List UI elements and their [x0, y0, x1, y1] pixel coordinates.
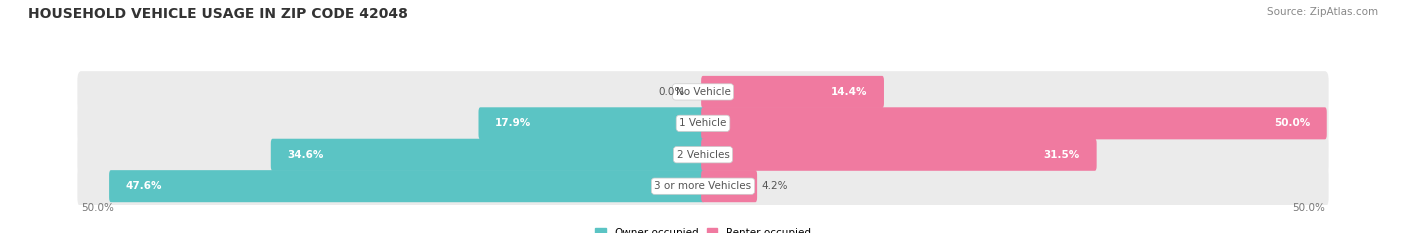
FancyBboxPatch shape — [702, 76, 884, 108]
Text: 31.5%: 31.5% — [1043, 150, 1080, 160]
Text: 14.4%: 14.4% — [831, 87, 868, 97]
FancyBboxPatch shape — [77, 103, 1329, 144]
FancyBboxPatch shape — [702, 107, 1327, 139]
Text: 50.0%: 50.0% — [1292, 203, 1324, 213]
Text: Source: ZipAtlas.com: Source: ZipAtlas.com — [1267, 7, 1378, 17]
FancyBboxPatch shape — [77, 71, 1329, 113]
Text: HOUSEHOLD VEHICLE USAGE IN ZIP CODE 42048: HOUSEHOLD VEHICLE USAGE IN ZIP CODE 4204… — [28, 7, 408, 21]
Text: 1 Vehicle: 1 Vehicle — [679, 118, 727, 128]
Text: 47.6%: 47.6% — [127, 181, 162, 191]
Text: 3 or more Vehicles: 3 or more Vehicles — [654, 181, 752, 191]
Text: 4.2%: 4.2% — [762, 181, 787, 191]
Text: 50.0%: 50.0% — [1274, 118, 1310, 128]
FancyBboxPatch shape — [110, 170, 704, 202]
Text: 0.0%: 0.0% — [658, 87, 685, 97]
FancyBboxPatch shape — [702, 170, 756, 202]
FancyBboxPatch shape — [702, 139, 1097, 171]
FancyBboxPatch shape — [271, 139, 704, 171]
FancyBboxPatch shape — [77, 165, 1329, 207]
Text: 50.0%: 50.0% — [82, 203, 114, 213]
FancyBboxPatch shape — [478, 107, 704, 139]
Legend: Owner-occupied, Renter-occupied: Owner-occupied, Renter-occupied — [595, 228, 811, 233]
FancyBboxPatch shape — [77, 134, 1329, 175]
Text: No Vehicle: No Vehicle — [675, 87, 731, 97]
Text: 17.9%: 17.9% — [495, 118, 531, 128]
Text: 2 Vehicles: 2 Vehicles — [676, 150, 730, 160]
Text: 34.6%: 34.6% — [288, 150, 323, 160]
